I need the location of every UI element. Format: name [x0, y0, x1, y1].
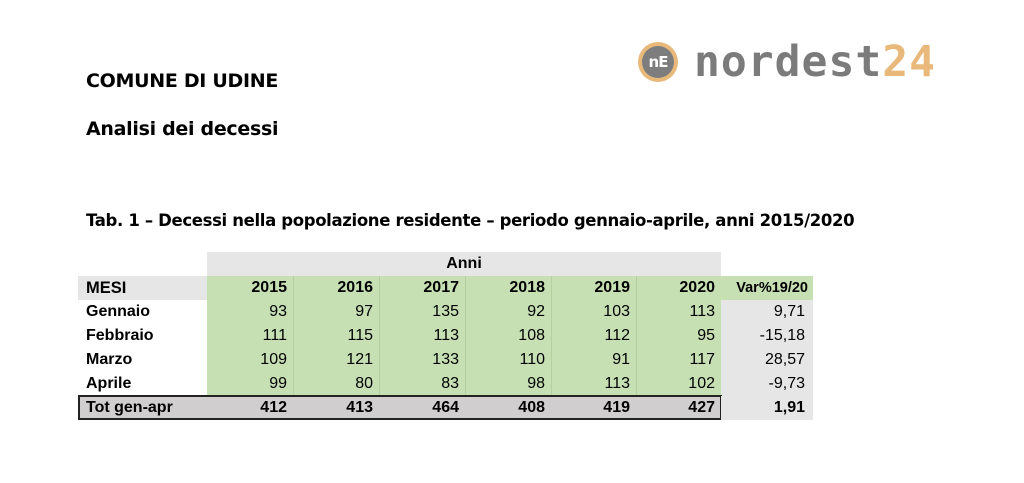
column-separator: [551, 276, 552, 396]
total-cell: 412: [207, 396, 293, 420]
data-cell: 80: [293, 372, 379, 396]
header-year: 2015: [207, 276, 293, 300]
var-cell: -9,73: [721, 372, 813, 396]
data-cell: 113: [551, 372, 636, 396]
table-caption: Tab. 1 – Decessi nella popolazione resid…: [86, 211, 855, 230]
page-title: COMUNE DI UDINE: [86, 70, 279, 92]
total-cell: 419: [551, 396, 636, 420]
header-year: 2020: [636, 276, 721, 300]
data-cell: 135: [379, 300, 465, 324]
data-cell: 133: [379, 348, 465, 372]
data-cell: 113: [636, 300, 721, 324]
data-cell: 112: [551, 324, 636, 348]
data-cell: 91: [551, 348, 636, 372]
data-cell: 111: [207, 324, 293, 348]
header-year: 2019: [551, 276, 636, 300]
data-cell: 121: [293, 348, 379, 372]
header-year: 2017: [379, 276, 465, 300]
data-cell: 117: [636, 348, 721, 372]
data-cell: 97: [293, 300, 379, 324]
column-separator: [379, 276, 380, 396]
data-cell: 110: [465, 348, 551, 372]
var-cell: 9,71: [721, 300, 813, 324]
header-year: 2016: [293, 276, 379, 300]
total-var-cell: 1,91: [721, 396, 813, 420]
page-subtitle: Analisi dei decessi: [86, 118, 279, 140]
header-mesi: MESI: [78, 276, 207, 300]
total-cell: 464: [379, 396, 465, 420]
logo-mark-text: nE: [648, 53, 669, 71]
data-cell: 92: [465, 300, 551, 324]
row-label: Marzo: [86, 351, 133, 368]
row-label: Gennaio: [86, 303, 151, 320]
data-cell: 115: [293, 324, 379, 348]
column-separator: [636, 276, 637, 396]
data-cell: 109: [207, 348, 293, 372]
var-cell: -15,18: [721, 324, 813, 348]
data-cell: 95: [636, 324, 721, 348]
logo-number: 24: [882, 37, 936, 87]
column-separator: [465, 276, 466, 396]
data-cell: 102: [636, 372, 721, 396]
logo-text: nordest: [694, 37, 883, 87]
row-label: Aprile: [86, 375, 132, 392]
total-cell: 413: [293, 396, 379, 420]
data-cell: 108: [465, 324, 551, 348]
header-var: Var%19/20: [721, 276, 813, 300]
total-row-border: [78, 395, 722, 420]
data-cell: 103: [551, 300, 636, 324]
data-cell: 113: [379, 324, 465, 348]
total-cell: 408: [465, 396, 551, 420]
total-label: Tot gen-apr: [78, 396, 207, 420]
var-cell: 28,57: [721, 348, 813, 372]
logo-mark-icon: nE: [638, 42, 678, 82]
data-cell: 99: [207, 372, 293, 396]
header-year: 2018: [465, 276, 551, 300]
group-header-anni: Anni: [207, 252, 721, 276]
data-cell: 83: [379, 372, 465, 396]
total-cell: 427: [636, 396, 721, 420]
column-separator: [293, 276, 294, 396]
data-cell: 93: [207, 300, 293, 324]
row-label: Febbraio: [86, 327, 154, 344]
data-cell: 98: [465, 372, 551, 396]
nordest24-logo: nE nordest24: [638, 40, 942, 84]
